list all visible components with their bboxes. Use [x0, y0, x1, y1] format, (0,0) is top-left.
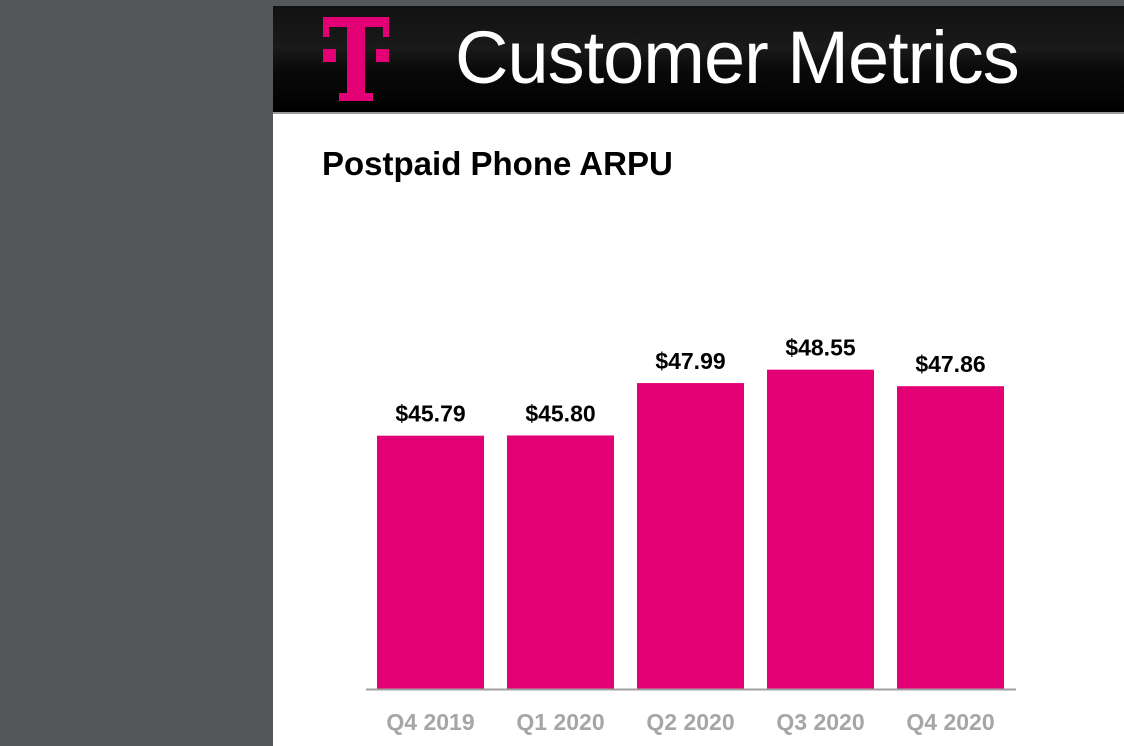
- x-tick-label: Q4 2019: [386, 709, 474, 735]
- data-label: $47.86: [915, 351, 985, 377]
- data-label: $45.80: [525, 400, 595, 426]
- top-strip: [273, 0, 1124, 6]
- data-label: $48.55: [785, 335, 856, 361]
- x-tick-label: Q3 2020: [776, 709, 864, 735]
- t-mobile-logo-icon: [323, 17, 389, 101]
- data-label: $45.79: [395, 401, 465, 427]
- bar: [377, 435, 484, 689]
- x-tick-label: Q2 2020: [646, 709, 734, 735]
- bar: [767, 369, 874, 689]
- chart-title: Postpaid Phone ARPU: [322, 145, 673, 182]
- x-tick-label: Q1 2020: [516, 709, 604, 735]
- bar: [507, 435, 614, 689]
- header-banner: Customer Metrics: [273, 6, 1124, 114]
- data-label: $47.99: [655, 348, 725, 374]
- bar: [637, 383, 744, 689]
- header-title: Customer Metrics: [455, 16, 1020, 99]
- bar: [897, 386, 1004, 689]
- x-tick-label: Q4 2020: [906, 709, 994, 735]
